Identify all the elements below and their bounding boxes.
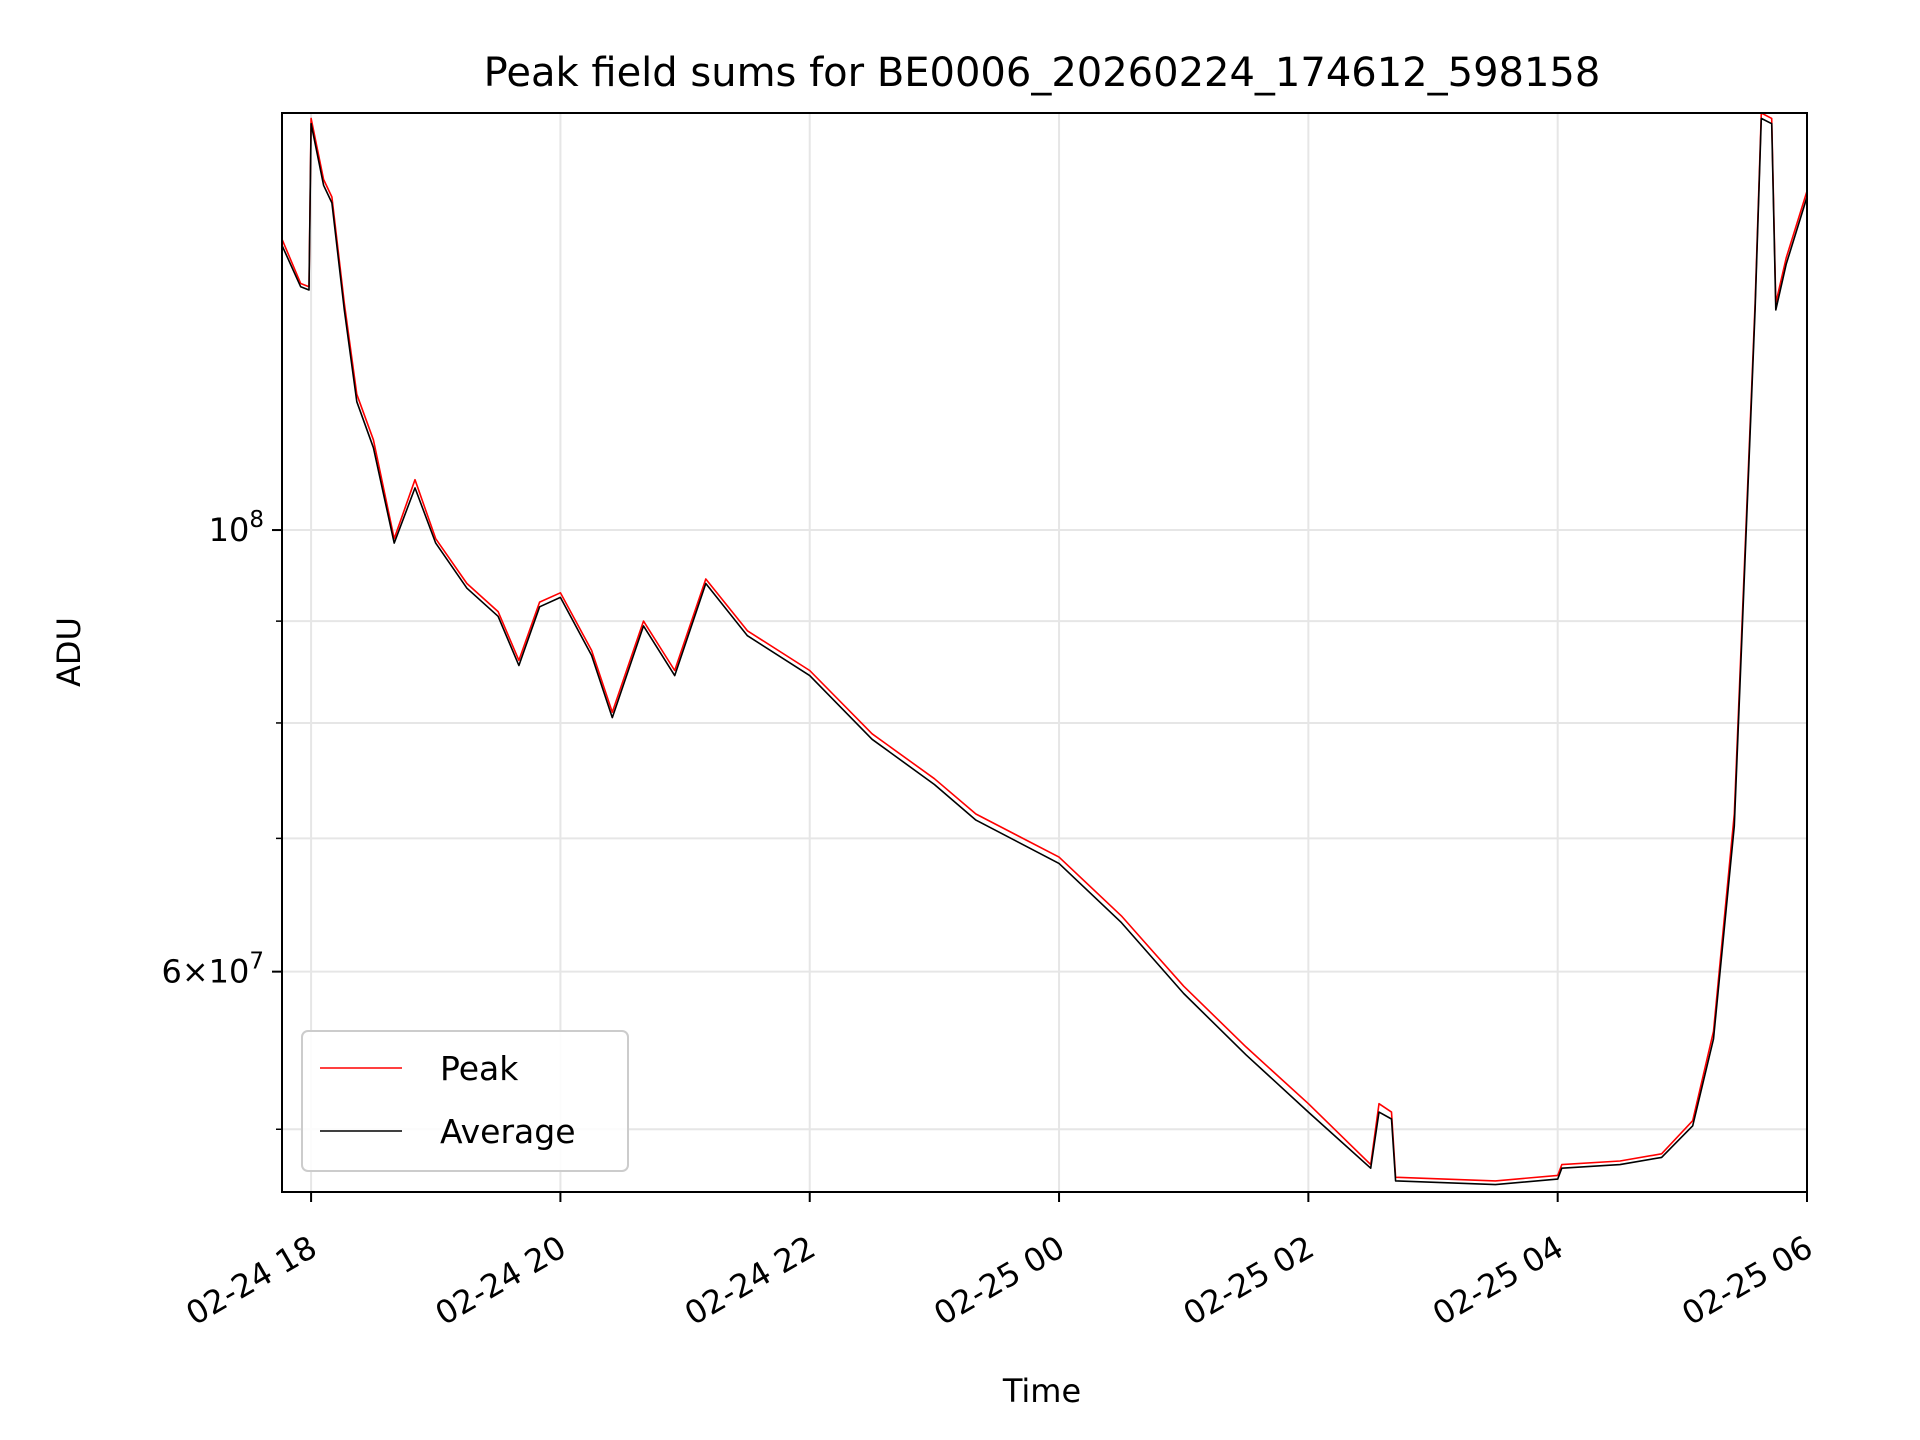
legend-box xyxy=(301,1030,629,1172)
legend-label-average: Average xyxy=(440,1112,576,1151)
y-axis-label: ADU xyxy=(50,617,88,687)
x-axis-label: Time xyxy=(1002,1372,1081,1410)
grid xyxy=(282,113,1808,1192)
y-tick-label: 6×107 xyxy=(161,949,264,991)
legend: Peak Average xyxy=(301,1030,629,1172)
y-tick-exponent: 8 xyxy=(249,507,264,533)
series-layer xyxy=(281,112,1808,1186)
plot-frame xyxy=(281,112,1808,1193)
series-line-peak xyxy=(281,112,1808,1182)
legend-label-peak: Peak xyxy=(440,1049,519,1088)
chart-title: Peak field sums for BE0006_20260224_1746… xyxy=(484,50,1601,96)
series-line-average xyxy=(281,117,1808,1186)
y-tick-exponent: 7 xyxy=(249,949,264,975)
